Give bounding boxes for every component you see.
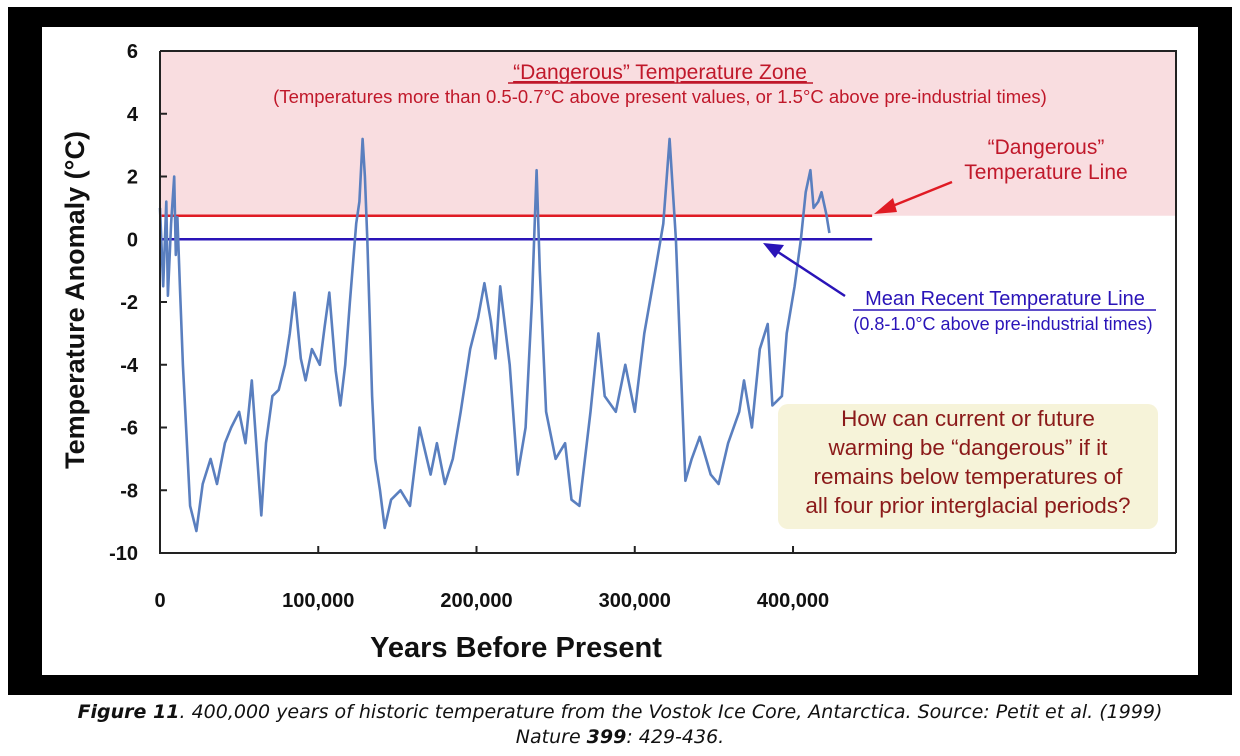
caption-text-2-pre: Nature bbox=[515, 726, 587, 748]
y-axis-label: Temperature Anomaly (°C) bbox=[60, 131, 90, 469]
y-tick-label: -10 bbox=[109, 543, 138, 565]
x-axis-label: Years Before Present bbox=[370, 632, 662, 664]
caption-label: Figure 11 bbox=[77, 701, 180, 723]
y-tick-label: -4 bbox=[120, 355, 139, 377]
x-tick-label: 400,000 bbox=[757, 590, 829, 612]
caption-volume: 399 bbox=[586, 726, 627, 748]
zone-title: “Dangerous” Temperature Zone bbox=[513, 61, 807, 84]
y-tick-label: -2 bbox=[120, 292, 138, 314]
caption-text-2-post: : 429-436. bbox=[626, 726, 725, 748]
chart: 6 4 2 0 -2 -4 -6 -8 -10 0 100,000 200,000 300,000 400… bbox=[60, 41, 1177, 664]
red-arrow-icon bbox=[874, 180, 953, 214]
danger-line-label-2: Temperature Line bbox=[964, 161, 1127, 184]
ticks: 6 4 2 0 -2 -4 -6 -8 -10 0 100,000 200,000 300,000 400… bbox=[109, 41, 829, 612]
mean-line-title: Mean Recent Temperature Line bbox=[865, 288, 1145, 310]
question-box: How can current or future warming be “da… bbox=[778, 404, 1158, 529]
x-tick-label: 200,000 bbox=[440, 590, 512, 612]
plot-frame bbox=[159, 50, 1177, 554]
question-line: all four prior interglacial periods? bbox=[805, 493, 1130, 518]
danger-line-label-1: “Dangerous” bbox=[988, 136, 1105, 159]
y-tick-label: 4 bbox=[127, 104, 139, 126]
x-tick-label: 0 bbox=[154, 590, 165, 612]
series-line-vostok bbox=[158, 137, 831, 533]
dangerous-zone bbox=[160, 51, 1176, 216]
y-tick-label: 2 bbox=[127, 167, 138, 189]
question-line: remains below temperatures of bbox=[814, 464, 1124, 489]
caption-text-1: . 400,000 years of historic temperature … bbox=[179, 701, 1163, 723]
mean-line-subtitle: (0.8-1.0°C above pre-industrial times) bbox=[853, 314, 1152, 334]
y-tick-label: 0 bbox=[127, 229, 138, 251]
blue-arrow-icon bbox=[763, 243, 846, 298]
figure-caption: Figure 11. 400,000 years of historic tem… bbox=[8, 700, 1232, 750]
question-line: How can current or future bbox=[841, 406, 1095, 431]
y-tick-label: -6 bbox=[120, 418, 138, 440]
question-line: warming be “dangerous” if it bbox=[828, 435, 1109, 460]
x-tick-label: 300,000 bbox=[599, 590, 671, 612]
y-tick-label: -8 bbox=[120, 480, 138, 502]
y-tick-label: 6 bbox=[127, 41, 138, 63]
zone-subtitle: (Temperatures more than 0.5-0.7°C above … bbox=[273, 86, 1047, 107]
x-tick-label: 100,000 bbox=[282, 590, 354, 612]
